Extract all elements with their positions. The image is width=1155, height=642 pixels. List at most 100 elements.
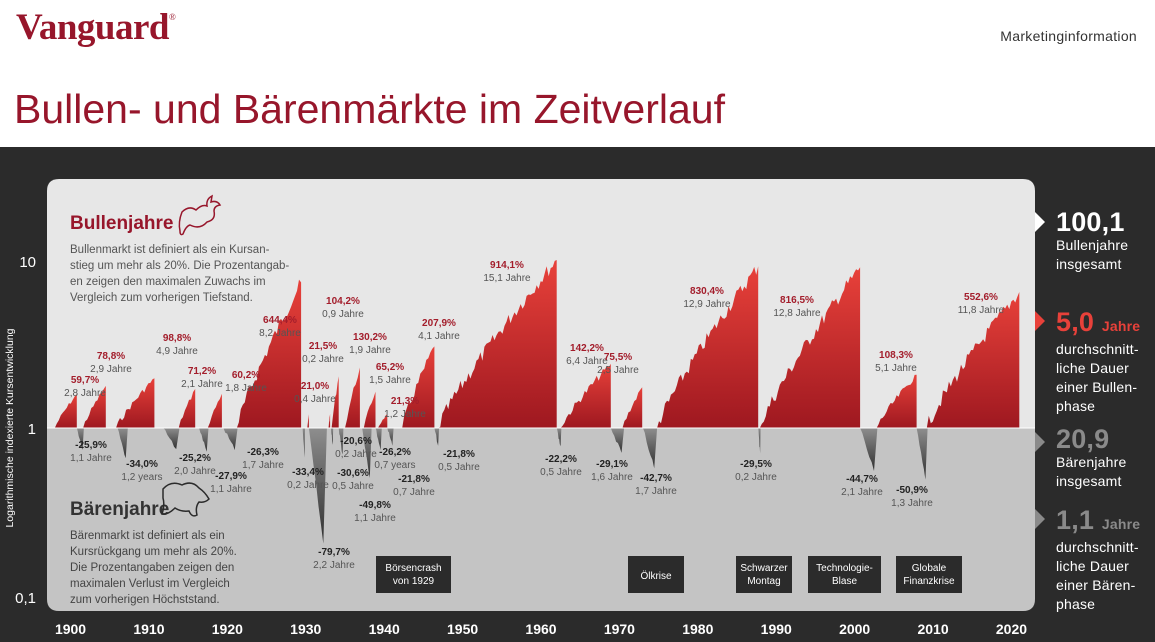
bull-area: [328, 413, 331, 428]
bear-pct-label: -25,2%: [179, 453, 211, 464]
x-tick-label: 1970: [604, 621, 635, 637]
bear-area: [362, 428, 372, 478]
bull-duration-label: 2,1 Jahre: [181, 379, 223, 390]
event-label: Schwarzer: [740, 563, 788, 574]
bull-area: [926, 292, 1020, 428]
bear-description-line: Die Prozentangaben zeigen den: [70, 562, 234, 574]
bear-area: [387, 428, 394, 446]
x-tick-label: 1950: [447, 621, 478, 637]
bear-description-line: Kursrückgang um mehr als 20%.: [70, 546, 237, 558]
bull-duration-label: 0,2 Jahre: [302, 354, 344, 365]
stat-bull-duration-label-3: einer Bullen-: [1056, 379, 1138, 395]
bear-duration-label: 0,7 Jahre: [393, 487, 435, 498]
bull-duration-label: 12,8 Jahre: [773, 308, 821, 319]
bear-pct-label: -44,7%: [846, 474, 878, 485]
bull-pct-label: 60,2%: [232, 370, 260, 381]
bear-duration-label: 0,5 Jahre: [332, 481, 374, 492]
bear-duration-label: 1,3 Jahre: [891, 498, 933, 509]
bull-pct-label: 78,8%: [97, 351, 125, 362]
bull-pct-label: 75,5%: [604, 352, 632, 363]
bear-heading: Bärenjahre: [70, 499, 169, 520]
event-label: Technologie-: [816, 563, 873, 574]
bull-duration-label: 2,8 Jahre: [64, 388, 106, 399]
y-tick-label: 10: [19, 254, 36, 271]
bear-pct-label: -34,0%: [126, 459, 158, 470]
stat-pointer-bear-duration: [1035, 509, 1045, 529]
bear-duration-label: 1,2 years: [121, 472, 162, 483]
bear-area: [556, 428, 562, 447]
bear-area: [860, 428, 878, 471]
x-tick-label: 1960: [525, 621, 556, 637]
event-box: [808, 556, 881, 593]
bull-pct-label: 644,4%: [263, 315, 297, 326]
bull-pct-label: 142,2%: [570, 343, 604, 354]
x-tick-label: 1940: [369, 621, 400, 637]
bull-area: [83, 385, 106, 428]
bull-pct-label: 21,0%: [301, 381, 329, 392]
bull-duration-label: 4,1 Jahre: [418, 331, 460, 342]
bear-pct-label: -42,7%: [640, 473, 672, 484]
bull-area: [876, 374, 917, 428]
bull-area: [438, 260, 557, 428]
bear-pct-label: -26,2%: [379, 447, 411, 458]
event-label: von 1929: [393, 576, 435, 587]
bull-pct-label: 207,9%: [422, 318, 456, 329]
bull-area: [622, 387, 643, 428]
vanguard-logo: Vanguard®: [16, 7, 176, 48]
bear-pct-label: -29,1%: [596, 459, 628, 470]
bull-area: [377, 414, 388, 428]
event-label: Finanzkrise: [903, 576, 955, 587]
event-label: Montag: [747, 576, 780, 587]
bear-duration-label: 1,1 Jahre: [354, 513, 396, 524]
bull-description-line: Vergleich zum vorherigen Tiefstand.: [70, 292, 253, 304]
bear-area: [610, 428, 625, 453]
event-box: [376, 556, 451, 593]
marketing-info: Marketinginformation: [1000, 28, 1137, 44]
stat-bull-duration: 5,0 Jahre durchschnitt- liche Dauer eine…: [1056, 308, 1140, 416]
x-tick-label: 1910: [133, 621, 164, 637]
bear-duration-label: 0,5 Jahre: [540, 467, 582, 478]
bear-pct-label: -30,6%: [337, 468, 369, 479]
stat-bear-duration-label-1: durchschnitt-: [1056, 539, 1139, 555]
stat-pointer-bull-duration: [1035, 311, 1045, 331]
stat-bull-years-label-2: insgesamt: [1056, 256, 1122, 272]
bear-duration-label: 2,1 Jahre: [841, 487, 883, 498]
bull-area: [207, 393, 222, 428]
bull-pct-label: 98,8%: [163, 333, 191, 344]
bull-pct-label: 108,3%: [879, 350, 913, 361]
event-box: [628, 556, 684, 593]
bear-pct-label: -29,5%: [740, 459, 772, 470]
bear-pct-label: -27,9%: [215, 471, 247, 482]
stat-bear-duration-label-3: einer Bären-: [1056, 577, 1136, 593]
bear-icon: [161, 482, 210, 517]
y-tick-label: 0,1: [15, 590, 36, 607]
stat-bull-duration-label-1: durchschnitt-: [1056, 341, 1139, 357]
bear-description-line: maximalen Verlust im Vergleich: [70, 578, 230, 590]
stat-pointer-bear: [1035, 432, 1045, 452]
bear-pct-label: -20,6%: [340, 436, 372, 447]
bull-area: [657, 266, 759, 428]
bull-pct-label: 71,2%: [188, 366, 216, 377]
bull-area: [402, 346, 435, 428]
bull-description-line: en zeigen den maximalen Zuwachs im: [70, 276, 266, 288]
bull-area: [331, 376, 339, 428]
bear-area: [76, 428, 84, 450]
bear-duration-label: 1,7 Jahre: [635, 486, 677, 497]
bull-duration-label: 1,5 Jahre: [369, 375, 411, 386]
stat-bear-duration: 1,1 Jahre durchschnitt- liche Dauer eine…: [1056, 506, 1140, 614]
bull-icon: [178, 194, 222, 236]
bull-pct-label: 104,2%: [326, 296, 360, 307]
event-label: Börsencrash: [385, 563, 441, 574]
bear-duration-label: 0,2 Jahre: [735, 472, 777, 483]
bear-area: [117, 428, 128, 459]
stat-bull-duration-value: 5,0: [1056, 307, 1095, 337]
bull-duration-label: 0,9 Jahre: [322, 309, 364, 320]
bear-duration-label: 2,0 Jahre: [174, 466, 216, 477]
bull-pct-label: 816,5%: [780, 295, 814, 306]
stat-bear-duration-value: 1,1: [1056, 505, 1095, 535]
bull-pct-label: 21,3%: [391, 396, 419, 407]
x-tick-label: 2000: [839, 621, 870, 637]
event-label: Ölkrise: [640, 570, 672, 582]
stat-bull-years-value: 100,1: [1056, 207, 1125, 237]
